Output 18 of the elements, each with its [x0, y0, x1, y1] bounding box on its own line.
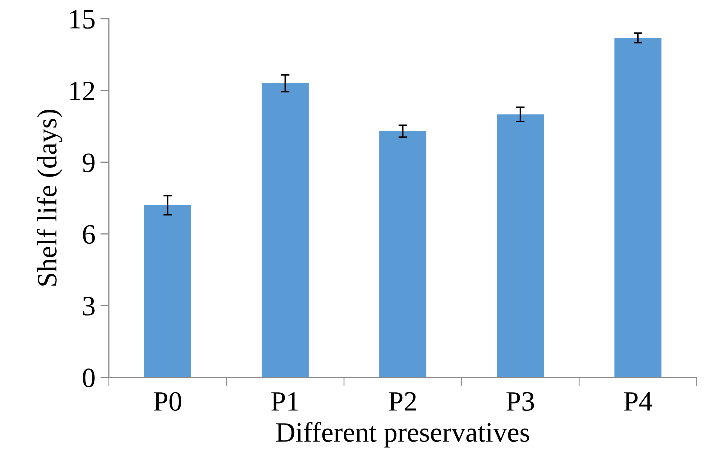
y-tick-label: 6	[83, 225, 96, 244]
y-tick-label: 12	[70, 82, 94, 100]
bar	[614, 38, 662, 378]
x-tick-label: P1	[272, 392, 298, 411]
x-tick-label: P4	[624, 392, 652, 411]
bar	[497, 114, 544, 378]
x-tick-label: P3	[506, 392, 534, 412]
x-tick-label: P2	[389, 392, 416, 411]
bar	[144, 205, 192, 378]
y-axis-title: Shelf life (days)	[37, 110, 63, 286]
x-axis-title: Different preservatives	[276, 422, 530, 448]
y-tick-label: 9	[82, 154, 95, 172]
x-tick-label: P0	[154, 392, 182, 412]
y-tick-label: 15	[70, 10, 95, 29]
y-tick-label: 3	[83, 297, 95, 316]
bar	[380, 131, 427, 378]
y-tick-label: 0	[83, 368, 95, 388]
bar	[262, 84, 309, 378]
